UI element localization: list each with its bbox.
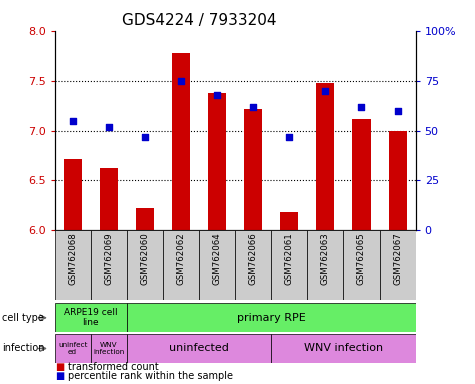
Point bbox=[249, 104, 257, 110]
Bar bbox=[127, 334, 271, 363]
Text: GSM762069: GSM762069 bbox=[104, 232, 113, 285]
Point bbox=[285, 134, 293, 140]
Text: GSM762060: GSM762060 bbox=[141, 232, 149, 285]
Text: transformed count: transformed count bbox=[68, 362, 159, 372]
Text: primary RPE: primary RPE bbox=[237, 313, 305, 323]
Bar bbox=[271, 334, 416, 363]
Text: GSM762064: GSM762064 bbox=[213, 232, 221, 285]
Text: GSM762061: GSM762061 bbox=[285, 232, 294, 285]
Bar bbox=[271, 230, 307, 300]
Bar bbox=[235, 230, 271, 300]
Text: GSM762063: GSM762063 bbox=[321, 232, 330, 285]
Text: infection: infection bbox=[2, 343, 45, 354]
Text: percentile rank within the sample: percentile rank within the sample bbox=[68, 371, 233, 381]
Bar bbox=[136, 209, 154, 230]
Text: WNV infection: WNV infection bbox=[304, 343, 383, 354]
Point bbox=[141, 134, 149, 140]
Text: WNV
infection: WNV infection bbox=[93, 342, 124, 355]
Bar bbox=[163, 230, 199, 300]
Bar bbox=[208, 93, 226, 230]
Bar bbox=[307, 230, 343, 300]
Bar bbox=[352, 119, 370, 230]
Bar bbox=[316, 83, 334, 230]
Point bbox=[322, 88, 329, 94]
Text: GSM762068: GSM762068 bbox=[68, 232, 77, 285]
Text: ARPE19 cell
line: ARPE19 cell line bbox=[64, 308, 117, 328]
Text: GSM762066: GSM762066 bbox=[249, 232, 257, 285]
Point bbox=[69, 118, 76, 124]
Point bbox=[213, 91, 221, 98]
Bar bbox=[55, 230, 91, 300]
Bar bbox=[389, 131, 407, 230]
Bar bbox=[100, 169, 118, 230]
Bar bbox=[380, 230, 416, 300]
Text: uninfected: uninfected bbox=[169, 343, 229, 354]
Bar bbox=[55, 334, 91, 363]
Point bbox=[358, 104, 365, 110]
Bar bbox=[55, 303, 127, 332]
Bar bbox=[127, 230, 163, 300]
Bar bbox=[172, 53, 190, 230]
Text: GDS4224 / 7933204: GDS4224 / 7933204 bbox=[122, 13, 277, 28]
Text: cell type: cell type bbox=[2, 313, 44, 323]
Bar bbox=[127, 303, 416, 332]
Bar bbox=[244, 109, 262, 230]
Text: GSM762067: GSM762067 bbox=[393, 232, 402, 285]
Text: ■: ■ bbox=[55, 371, 64, 381]
Bar bbox=[91, 230, 127, 300]
Bar bbox=[343, 230, 380, 300]
Bar bbox=[91, 334, 127, 363]
Point bbox=[105, 124, 113, 130]
Text: GSM762065: GSM762065 bbox=[357, 232, 366, 285]
Bar bbox=[199, 230, 235, 300]
Bar bbox=[280, 212, 298, 230]
Point bbox=[394, 108, 401, 114]
Text: GSM762062: GSM762062 bbox=[177, 232, 185, 285]
Bar bbox=[64, 159, 82, 230]
Point bbox=[177, 78, 185, 84]
Text: uninfect
ed: uninfect ed bbox=[58, 342, 87, 355]
Text: ■: ■ bbox=[55, 362, 64, 372]
